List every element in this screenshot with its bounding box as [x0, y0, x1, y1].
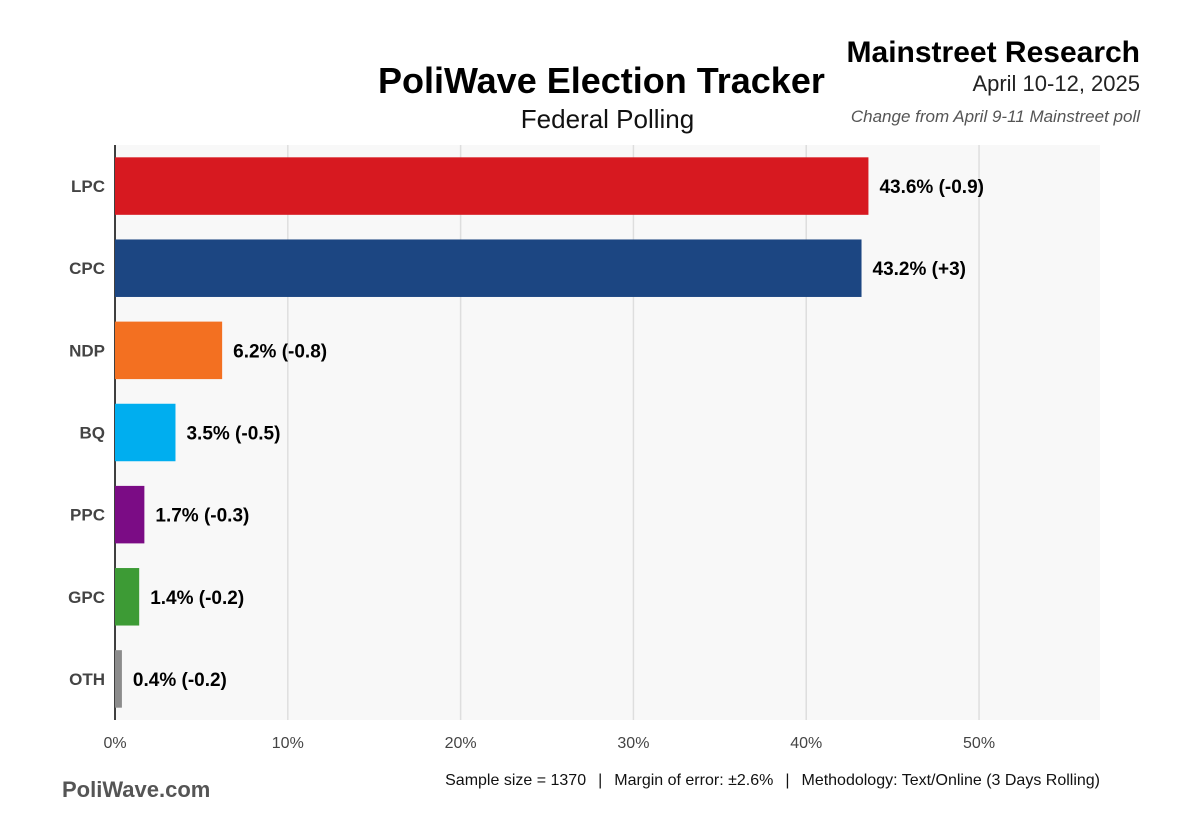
- category-label: LPC: [71, 177, 105, 196]
- x-tick-label: 20%: [445, 735, 477, 752]
- x-tick-label: 30%: [617, 735, 649, 752]
- category-label: CPC: [69, 259, 105, 278]
- x-tick-label: 0%: [103, 735, 126, 752]
- bar-bq: [115, 403, 176, 462]
- bar-ppc: [115, 485, 145, 544]
- footer-separator: |: [598, 772, 603, 789]
- margin-of-error: Margin of error: ±2.6%: [614, 772, 774, 789]
- data-label: 3.5% (-0.5): [186, 424, 280, 445]
- chart-subtitle: Federal Polling: [520, 104, 695, 134]
- data-label: 43.2% (+3): [873, 259, 966, 280]
- x-tick-label: 10%: [272, 735, 304, 752]
- chart-title: PoliWave Election Tracker: [378, 60, 825, 101]
- category-label: OTH: [69, 670, 105, 689]
- footer-separator: |: [785, 772, 790, 789]
- data-label: 6.2% (-0.8): [233, 341, 327, 362]
- poll-date: April 10-12, 2025: [972, 71, 1140, 96]
- bar-ndp: [115, 321, 223, 380]
- data-label: 43.6% (-0.9): [879, 177, 984, 198]
- bar-gpc: [115, 568, 140, 626]
- bar-lpc: [115, 157, 869, 215]
- pollster-name: Mainstreet Research: [846, 36, 1140, 69]
- category-label: PPC: [70, 506, 105, 525]
- bar-cpc: [115, 239, 862, 297]
- data-label: 0.4% (-0.2): [133, 670, 227, 691]
- change-note: Change from April 9-11 Mainstreet poll: [850, 107, 1140, 126]
- methodology: Methodology: Text/Online (3 Days Rolling…: [801, 772, 1100, 789]
- bar-oth: [115, 650, 122, 708]
- category-label: GPC: [68, 588, 105, 607]
- x-tick-label: 40%: [790, 735, 822, 752]
- data-label: 1.7% (-0.3): [155, 506, 249, 527]
- sample-size: Sample size = 1370: [445, 772, 587, 789]
- data-label: 1.4% (-0.2): [150, 588, 244, 609]
- footer-info: Sample size = 1370 | Margin of error: ±2.6…: [445, 772, 1100, 790]
- category-label: NDP: [69, 341, 105, 360]
- brand-logo-text: PoliWave.com: [62, 777, 211, 802]
- x-tick-label: 50%: [963, 735, 995, 752]
- category-label: BQ: [80, 424, 106, 443]
